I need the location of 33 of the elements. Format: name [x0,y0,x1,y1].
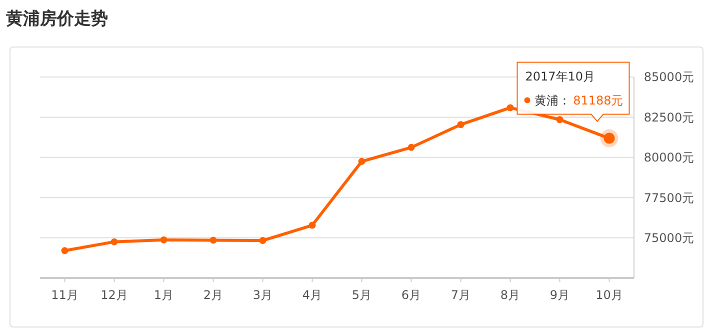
point [506,104,514,112]
x-tick-label: 7月 [450,288,471,302]
y-tick-label: 85000元 [644,70,694,84]
point [408,144,415,151]
point [358,158,366,165]
point [308,222,316,229]
x-tick-label: 3月 [252,288,273,302]
y-tick-label: 80000元 [644,150,694,165]
x-tick-label: 6月 [401,288,422,302]
legend-label: 黄浦 [534,93,558,108]
x-tick-label: 10月 [596,288,623,302]
point [210,236,217,244]
x-tick-label: 4月 [302,288,322,302]
point [457,121,464,128]
point [61,247,68,254]
x-tick-label: 1月 [154,288,174,302]
point [160,236,168,244]
x-tick-label: 8月 [500,288,520,302]
annotation: 2017年10月 [525,69,596,84]
y-tick-label: 77500元 [644,190,694,205]
x-tick-label: 2月 [203,288,224,302]
x-tick-label: 12月 [100,288,128,302]
chart-title: 黄浦房价走势 [5,9,108,29]
x-tick-label: 5月 [352,288,372,302]
annotation: ： [558,93,570,108]
data-label: 81188元 [573,93,624,108]
point [110,238,118,246]
x-tick-label: 11月 [51,288,78,302]
point [556,116,564,124]
y-tick-label: 82500元 [644,110,694,124]
x-tick-label: 9月 [550,288,570,302]
y-tick-label: 75000元 [644,231,694,245]
point [259,237,266,244]
